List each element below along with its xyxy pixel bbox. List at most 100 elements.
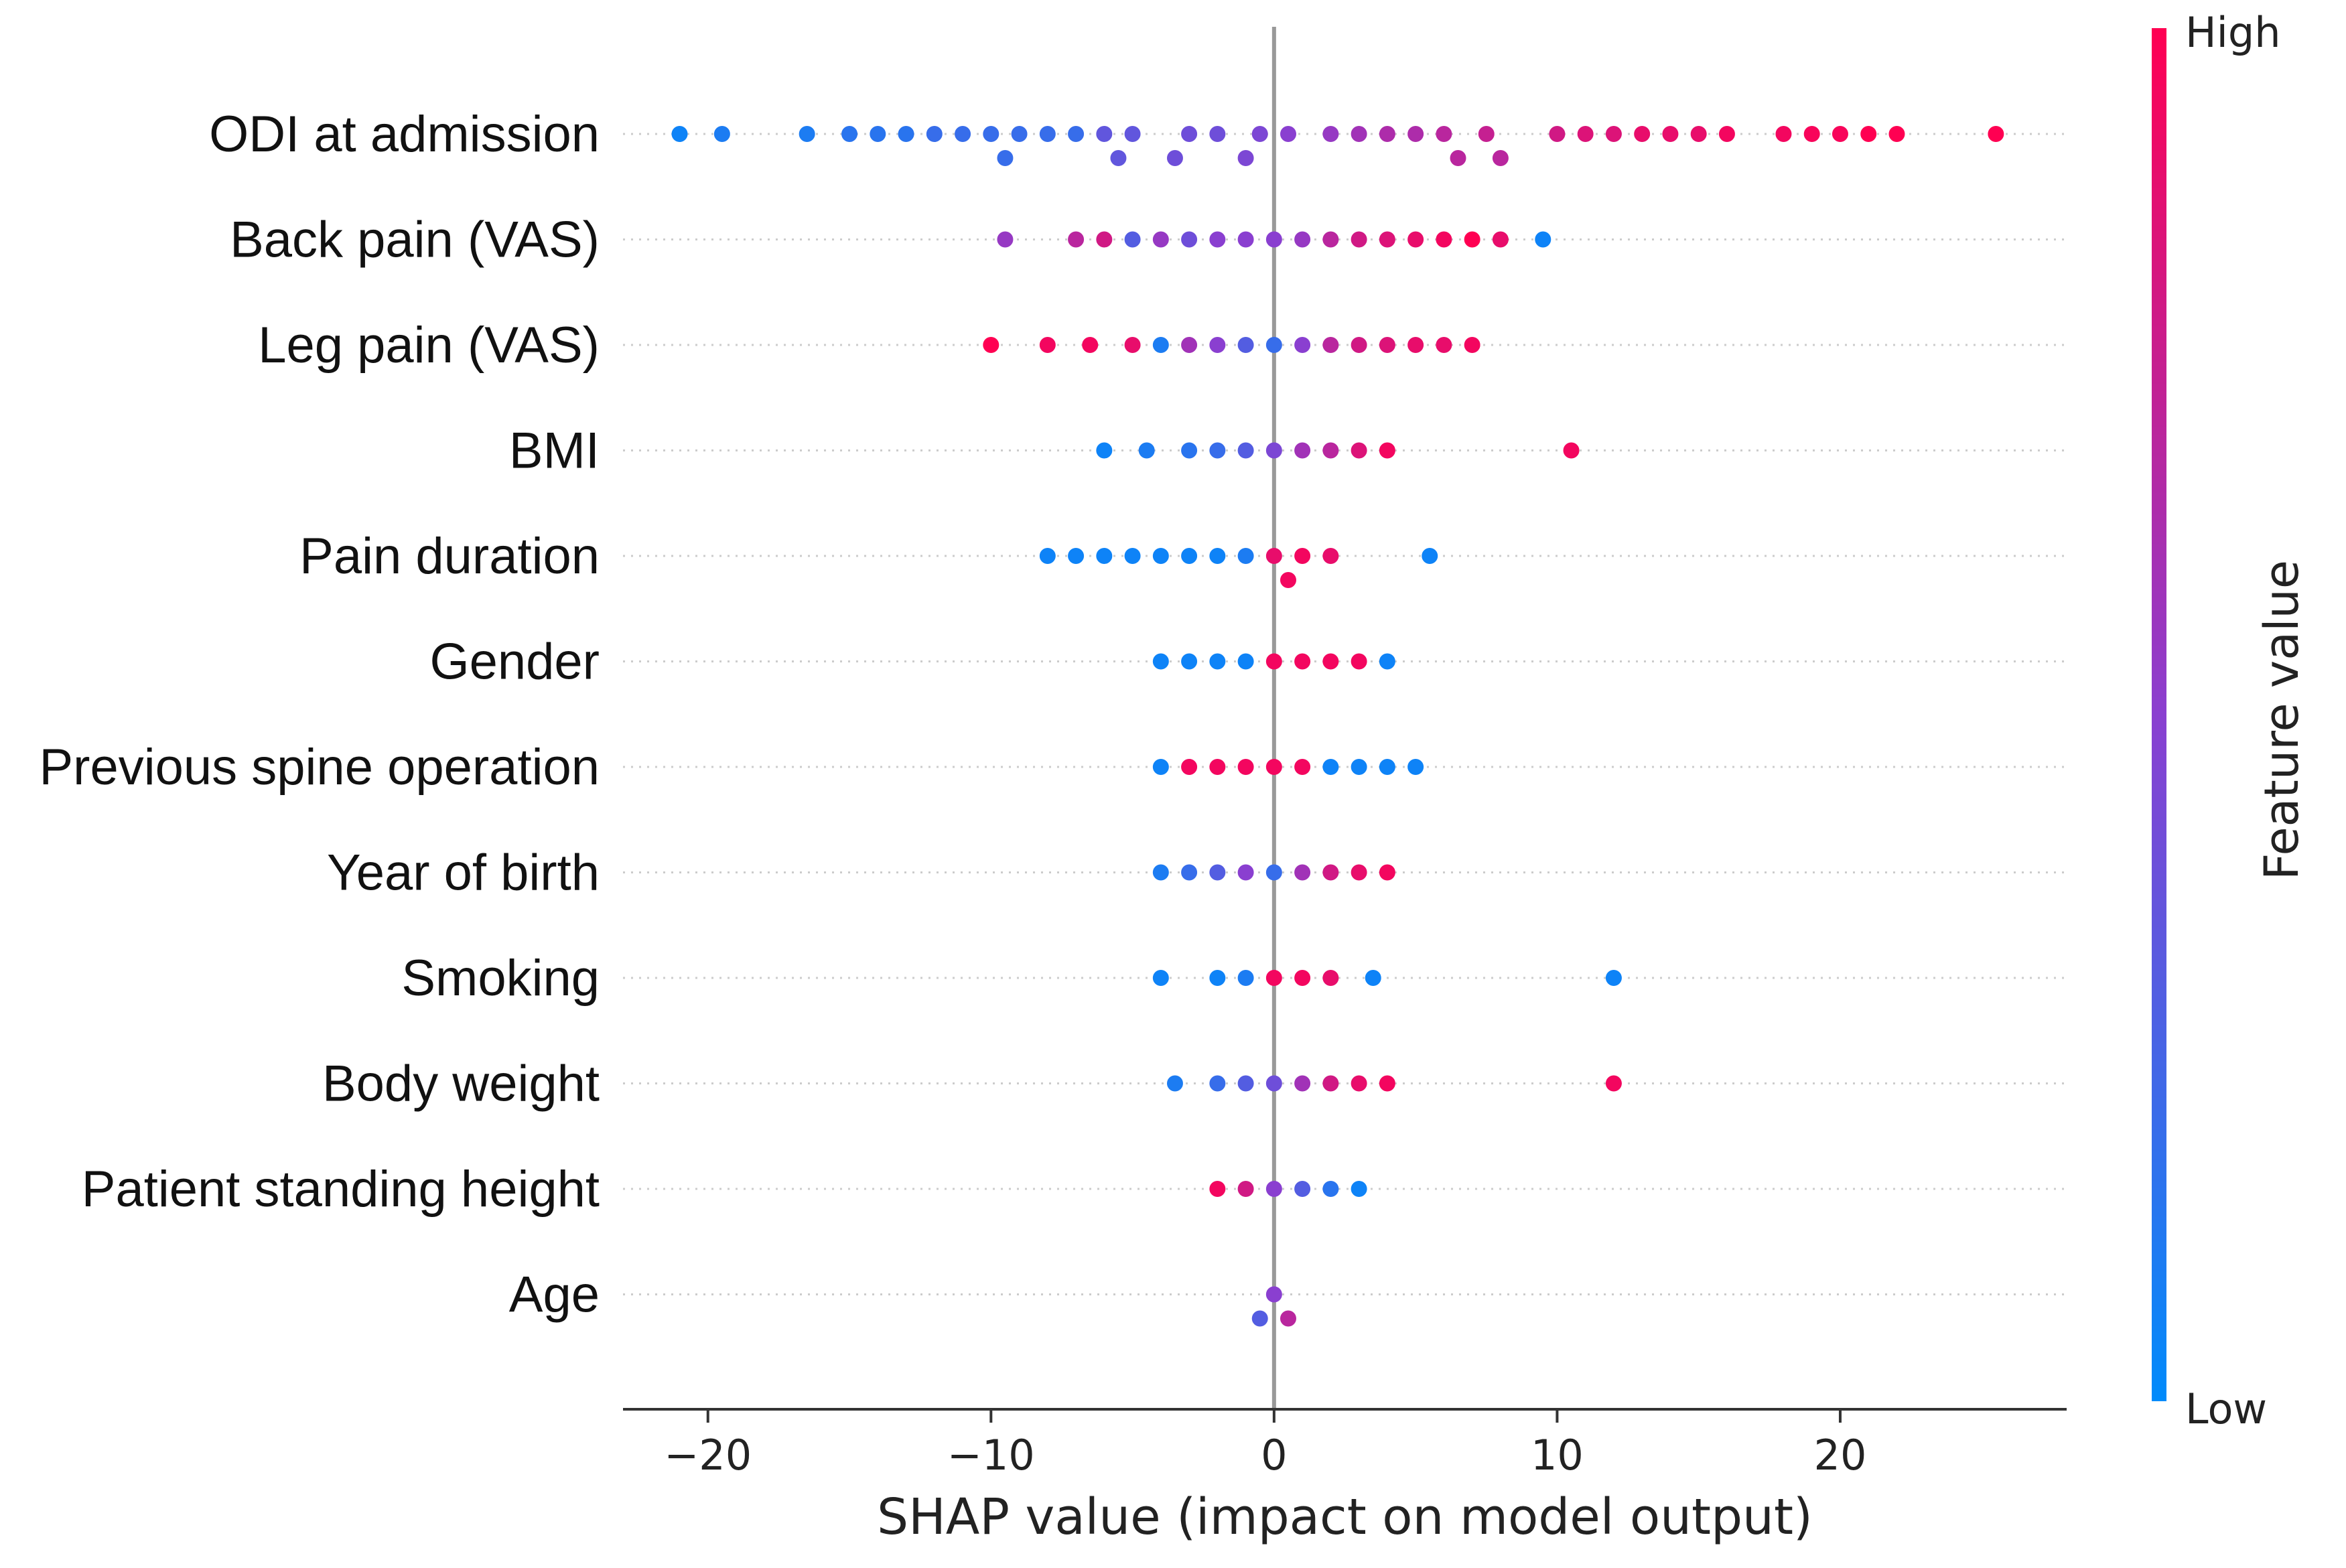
data-point [1209, 970, 1226, 986]
data-point [1209, 126, 1226, 142]
data-point [1152, 970, 1169, 986]
data-point [1237, 1181, 1254, 1197]
data-point [1280, 126, 1296, 142]
data-point [1436, 337, 1452, 353]
feature-labels: ODI at admission Back pain (VAS) Leg pain … [39, 106, 600, 1324]
data-point [1209, 337, 1226, 353]
data-point [1152, 759, 1169, 775]
data-point [1832, 126, 1848, 142]
data-point [1322, 231, 1339, 248]
data-point [1577, 126, 1594, 142]
x-tick-label: −20 [664, 1431, 752, 1480]
data-point [1237, 1075, 1254, 1092]
data-point [1436, 126, 1452, 142]
data-point [1690, 126, 1707, 142]
data-point [1237, 970, 1254, 986]
data-point [1407, 759, 1424, 775]
data-point [1237, 759, 1254, 775]
data-point [1294, 759, 1311, 775]
data-point [1166, 1075, 1183, 1092]
data-point [1280, 572, 1296, 588]
data-point [1082, 337, 1099, 353]
data-point [1294, 864, 1311, 881]
data-point [1251, 1310, 1268, 1327]
data-point [1280, 1310, 1296, 1327]
data-point [1237, 337, 1254, 353]
row-guides [623, 133, 2067, 1295]
data-point [1322, 970, 1339, 986]
data-point [1379, 864, 1395, 881]
data-point [1181, 864, 1198, 881]
data-point [1407, 126, 1424, 142]
data-point [1124, 548, 1141, 564]
data-point [1265, 1181, 1282, 1197]
data-point [1096, 442, 1113, 459]
data-point [1379, 126, 1395, 142]
data-point [1152, 548, 1169, 564]
data-point [1605, 1075, 1622, 1092]
data-point [1068, 231, 1085, 248]
data-point [898, 126, 914, 142]
data-point [1379, 653, 1395, 670]
data-point [1265, 442, 1282, 459]
data-point [1351, 653, 1367, 670]
x-axis-title: SHAP value (impact on model output) [877, 1488, 1813, 1546]
data-point [1407, 231, 1424, 248]
data-point [1209, 653, 1226, 670]
data-point [1265, 759, 1282, 775]
colorbar-high-label: High [2185, 8, 2281, 57]
data-point [1294, 970, 1311, 986]
data-point [1181, 337, 1198, 353]
data-point [1294, 653, 1311, 670]
data-point [1379, 1075, 1395, 1092]
data-point [1181, 759, 1198, 775]
data-point [1265, 337, 1282, 353]
data-point [1379, 231, 1395, 248]
data-point [1039, 126, 1056, 142]
data-point [1265, 231, 1282, 248]
data-point [983, 337, 999, 353]
data-point [1209, 231, 1226, 248]
data-point [1039, 337, 1056, 353]
data-point [1351, 1075, 1367, 1092]
data-point [1237, 548, 1254, 564]
x-tick-label: 20 [1814, 1431, 1867, 1480]
data-point [1096, 548, 1113, 564]
feature-label: Smoking [401, 950, 600, 1007]
beeswarm-points [671, 126, 2004, 1327]
data-point [997, 231, 1014, 248]
data-point [1181, 442, 1198, 459]
feature-label: Body weight [322, 1056, 600, 1113]
data-point [1322, 126, 1339, 142]
data-point [841, 126, 858, 142]
data-point [713, 126, 730, 142]
data-point [1237, 231, 1254, 248]
data-point [1096, 231, 1113, 248]
data-point [1294, 1075, 1311, 1092]
data-point [1265, 970, 1282, 986]
data-point [1181, 653, 1198, 670]
data-point [1718, 126, 1735, 142]
data-point [1464, 231, 1480, 248]
data-point [1096, 126, 1113, 142]
data-point [671, 126, 688, 142]
data-point [1294, 442, 1311, 459]
data-point [1181, 231, 1198, 248]
data-point [1322, 759, 1339, 775]
data-point [1068, 548, 1085, 564]
colorbar-title: Feature value [2254, 560, 2309, 880]
data-point [1166, 150, 1183, 166]
data-point [983, 126, 999, 142]
data-point [1322, 653, 1339, 670]
feature-label: Back pain (VAS) [230, 212, 600, 269]
data-point [1181, 548, 1198, 564]
feature-label: Gender [430, 634, 600, 691]
data-point [1110, 150, 1127, 166]
data-point [1379, 442, 1395, 459]
data-point [1294, 548, 1311, 564]
feature-label: Previous spine operation [39, 739, 600, 796]
colorbar-low-label: Low [2185, 1384, 2267, 1433]
data-point [1209, 864, 1226, 881]
data-point [1450, 150, 1466, 166]
